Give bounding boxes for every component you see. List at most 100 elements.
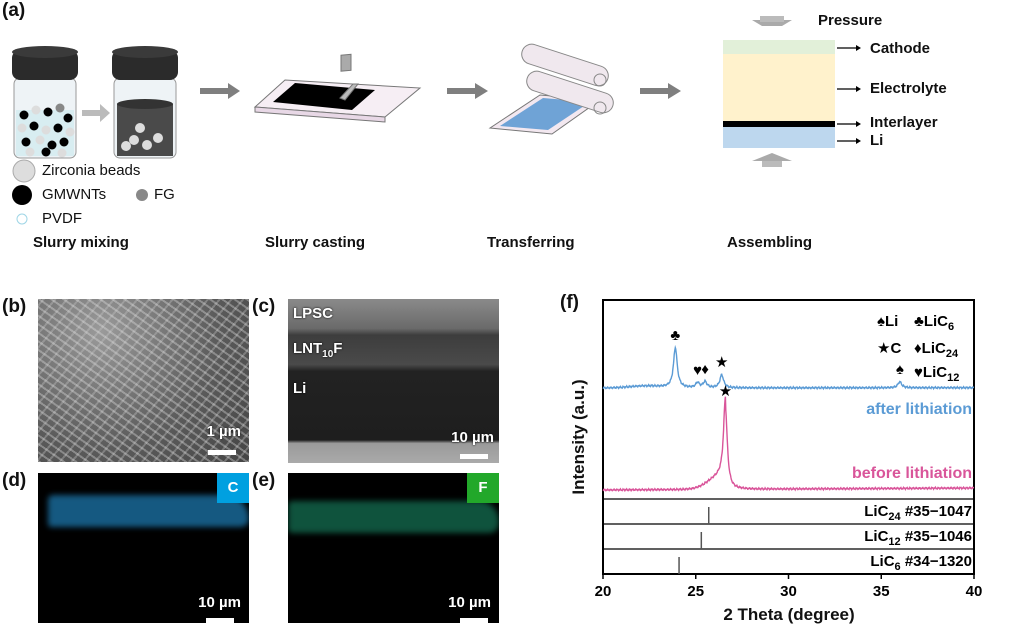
layer-label-text: LNT — [293, 340, 323, 357]
peak-marker: ♦ — [701, 361, 709, 378]
legend-entry: ♥LiC12 — [914, 364, 959, 384]
electrolyte-label: Electrolyte — [870, 80, 947, 97]
legend-entry: ♠Li — [877, 313, 898, 330]
carbon-signal-region — [48, 495, 249, 527]
sem-image-top-view: 1 µm — [38, 299, 249, 462]
layer-label-text: F — [333, 340, 343, 357]
bead — [63, 113, 73, 123]
step-label: Slurry mixing — [33, 234, 129, 251]
series-label: after lithiation — [866, 401, 972, 418]
x-tick-label: 20 — [595, 583, 612, 600]
legend-fg: FG — [154, 186, 175, 203]
layer-label-subscript: 10 — [322, 349, 334, 360]
cathode-layer — [723, 40, 835, 54]
fluorine-signal-region — [288, 501, 499, 533]
bead — [65, 127, 75, 137]
x-axis-title: 2 Theta (degree) — [723, 605, 855, 624]
scale-label: 10 µm — [451, 429, 494, 446]
layer-pointer-arrows — [837, 47, 856, 142]
panel-label-f: (f) — [560, 292, 579, 313]
legend-pvdf: PVDF — [42, 210, 83, 227]
x-tick-label: 40 — [966, 583, 983, 600]
bead — [57, 148, 67, 158]
pvdf-icon — [16, 213, 28, 225]
x-tick-label: 35 — [873, 583, 890, 600]
scale-label: 1 µm — [206, 423, 242, 440]
interlayer-layer — [723, 121, 835, 127]
process-schematic — [12, 16, 861, 225]
panel-label-b: (b) — [2, 296, 27, 317]
bead-mixture — [17, 103, 75, 158]
layer-label-interlayer: LNT10F — [293, 340, 342, 360]
panel-label-c: (c) — [252, 296, 276, 317]
panel-label-a: (a) — [2, 0, 26, 21]
peak-marker: ★ — [719, 383, 732, 400]
xrd-curve — [602, 344, 975, 391]
pressure-label: Pressure — [818, 12, 883, 29]
scale-label: 10 µm — [448, 594, 491, 611]
step-label: Slurry casting — [265, 234, 366, 251]
bead — [21, 137, 31, 147]
panel-label-e: (e) — [252, 470, 276, 491]
legend-zirconia: Zirconia beads — [42, 162, 141, 179]
bead — [41, 147, 51, 157]
gmwnt-icon — [12, 185, 32, 205]
scale-bar — [208, 450, 236, 455]
reference-label: LiC6 #34−1320 — [870, 553, 972, 573]
bead — [35, 135, 45, 145]
x-tick-label: 30 — [780, 583, 797, 600]
legend-entry: ♣LiC6 — [914, 313, 954, 333]
sem-image-cross-section: LPSC LNT10F Li 10 µm — [288, 299, 499, 463]
panel-label-d: (d) — [2, 470, 27, 491]
arrow-icon — [82, 104, 110, 122]
peak-marker: ♠ — [896, 361, 904, 378]
element-badge-f: F — [467, 473, 499, 503]
bead — [41, 125, 51, 135]
bead — [17, 123, 27, 133]
scale-bar — [206, 618, 234, 623]
step-label: Assembling — [727, 234, 813, 251]
interlayer-label: Interlayer — [870, 114, 938, 131]
mixed-slurry-jar — [112, 46, 178, 159]
scale-bar — [460, 454, 488, 459]
legend-entry: ★C — [877, 340, 901, 357]
legend-entry: ♦LiC24 — [914, 340, 959, 360]
casting-plate — [253, 53, 422, 123]
bead — [47, 140, 57, 150]
arrow-icon — [200, 83, 240, 99]
bead — [53, 123, 63, 133]
peak-marker: ♣ — [670, 327, 680, 344]
eds-map-carbon: C 10 µm — [38, 473, 249, 623]
li-layer — [723, 127, 835, 148]
zirconia-bead-icon — [12, 159, 36, 183]
xrd-curve — [602, 396, 975, 493]
layer-label-lpsc: LPSC — [293, 305, 334, 322]
bead — [59, 137, 69, 147]
pressure-arrow-bottom — [752, 153, 792, 161]
reference-label: LiC12 #35−1046 — [864, 528, 972, 548]
arrow-icon — [447, 83, 488, 99]
peak-marker: ★ — [715, 354, 728, 371]
step-label: Transferring — [487, 234, 575, 251]
arrow-icon — [640, 83, 681, 99]
reference-label: LiC24 #35−1047 — [864, 503, 972, 523]
bead — [29, 121, 39, 131]
bead — [25, 147, 35, 157]
scale-bar — [460, 618, 488, 623]
li-label: Li — [870, 132, 884, 149]
element-badge-c: C — [217, 473, 249, 503]
bead — [43, 107, 53, 117]
fg-icon — [136, 189, 148, 201]
peak-marker: ♥ — [693, 362, 702, 379]
x-tick-label: 25 — [687, 583, 704, 600]
bead — [19, 110, 29, 120]
layer-label-li: Li — [293, 380, 307, 397]
y-axis-title: Intensity (a.u.) — [569, 379, 588, 495]
cathode-label: Cathode — [870, 40, 930, 57]
scale-label: 10 µm — [198, 594, 241, 611]
bead — [55, 103, 65, 113]
series-label: before lithiation — [852, 465, 972, 482]
bead — [31, 105, 41, 115]
